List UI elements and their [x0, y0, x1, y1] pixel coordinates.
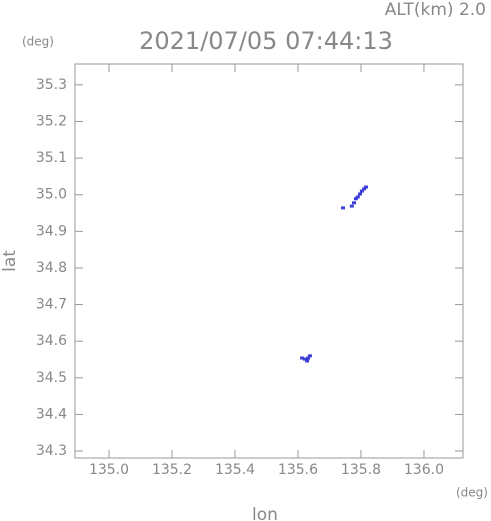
subtitle: ALT(km) 2.0 — [385, 0, 486, 20]
x-tick-label: 135.2 — [152, 462, 192, 478]
point — [300, 356, 305, 360]
y-tick-label: 34.5 — [36, 370, 67, 386]
point — [302, 357, 307, 361]
point — [352, 201, 357, 205]
x-axis-label: lon — [252, 505, 278, 521]
y-tick-label: 34.8 — [36, 260, 67, 276]
y-tick-label: 35.3 — [36, 77, 67, 93]
y-axis-label: lat — [0, 250, 20, 272]
point — [353, 197, 358, 201]
y-tick-label: 35.0 — [36, 187, 67, 203]
y-tick-label: 34.4 — [36, 406, 67, 422]
point — [341, 206, 346, 210]
x-tick-label: 135.6 — [278, 462, 318, 478]
chart-title: 2021/07/05 07:44:13 — [139, 27, 393, 55]
point — [307, 354, 312, 358]
y-tick-label: 34.3 — [36, 443, 67, 459]
y-tick-label: 35.1 — [36, 150, 67, 166]
y-tick-label: 34.9 — [36, 223, 67, 239]
point — [355, 195, 360, 199]
point — [358, 192, 363, 196]
point — [362, 187, 367, 191]
y-unit: (deg) — [22, 35, 54, 49]
point — [306, 356, 311, 360]
x-tick-label: 135.0 — [89, 462, 129, 478]
point — [359, 189, 364, 193]
x-tick-label: 135.4 — [215, 462, 255, 478]
y-tick-label: 34.6 — [36, 333, 67, 349]
point — [349, 204, 354, 208]
point — [364, 185, 368, 189]
x-unit: (deg) — [456, 486, 488, 500]
y-tick-label: 35.2 — [36, 113, 67, 129]
x-tick-label: 136.0 — [404, 462, 444, 478]
plot-frame — [74, 63, 464, 459]
x-tick-label: 135.8 — [341, 462, 381, 478]
point — [305, 359, 310, 363]
y-tick-label: 34.7 — [36, 297, 67, 313]
